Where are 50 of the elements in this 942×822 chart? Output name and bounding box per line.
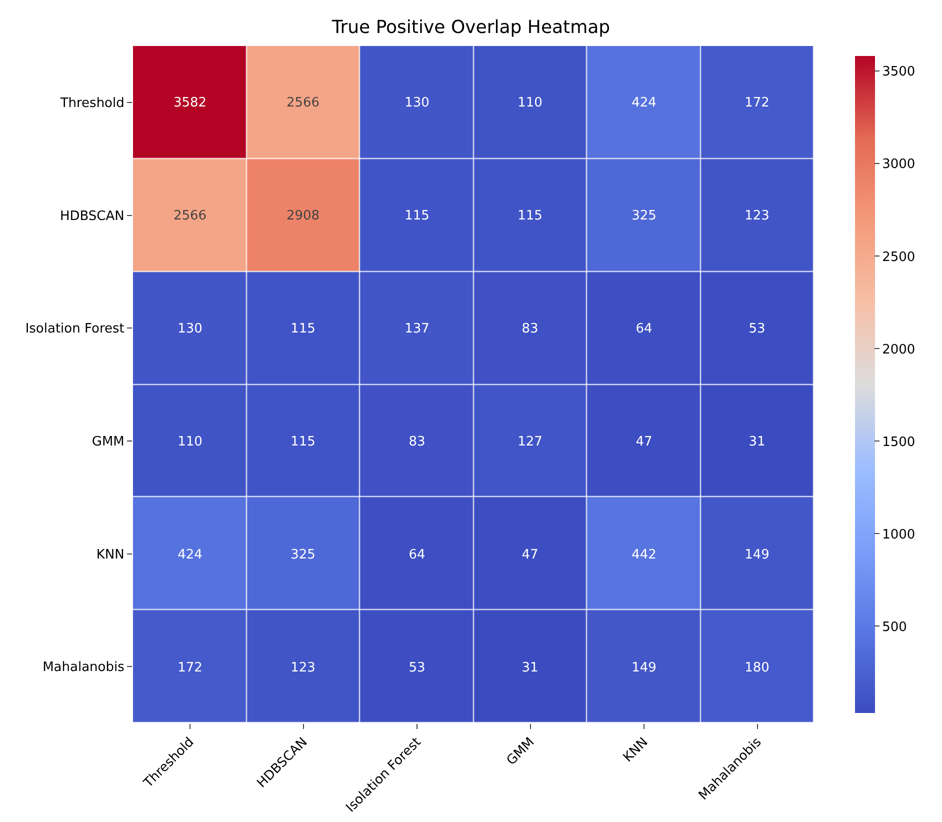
data-label: 83 — [522, 322, 538, 337]
chart-title: True Positive Overlap Heatmap — [330, 17, 610, 38]
data-label: 64 — [408, 548, 426, 563]
data-label: 149 — [632, 660, 656, 676]
data-label: 123 — [744, 208, 770, 224]
color-bar-label: 1500 — [882, 434, 916, 450]
data-label: 31 — [522, 660, 538, 676]
data-label: 53 — [748, 322, 766, 337]
data-label: 172 — [178, 660, 202, 676]
data-label: 2908 — [286, 208, 320, 224]
color-bar-label: 3000 — [882, 157, 916, 172]
data-label: 123 — [290, 660, 316, 676]
data-label: 180 — [744, 660, 770, 676]
color-bar-label: 500 — [882, 620, 907, 635]
color-bar-label: 2500 — [882, 250, 916, 265]
color-bar-label: 2000 — [882, 342, 916, 358]
data-label: 424 — [178, 548, 202, 563]
data-label: 64 — [636, 322, 652, 337]
color-bar-label: 3500 — [882, 64, 916, 80]
data-label: 325 — [290, 548, 316, 563]
data-label: 130 — [178, 322, 202, 337]
data-label: 424 — [632, 96, 656, 111]
data-label: 127 — [518, 434, 542, 450]
data-label: 130 — [404, 96, 430, 111]
y-tick-label: HDBSCAN — [60, 208, 124, 224]
y-tick-label: Threshold — [59, 96, 124, 111]
data-label: 137 — [404, 322, 430, 337]
data-label: 149 — [744, 548, 770, 563]
data-label: 172 — [744, 96, 770, 111]
data-label: 2566 — [173, 208, 207, 224]
y-tick-label: Isolation Forest — [25, 322, 124, 337]
data-label: 115 — [290, 434, 316, 450]
y-tick-label: KNN — [96, 547, 124, 562]
color-bar-label: 1000 — [882, 527, 916, 542]
data-label: 115 — [290, 322, 316, 337]
data-label: 110 — [518, 96, 542, 111]
data-label: 3582 — [173, 96, 207, 111]
data-label: 325 — [632, 208, 656, 224]
data-label: 31 — [748, 434, 766, 450]
y-tick-label: GMM — [92, 434, 124, 450]
data-label: 110 — [178, 434, 202, 450]
data-label: 47 — [636, 434, 652, 450]
data-label: 47 — [522, 548, 538, 563]
data-label: 115 — [404, 208, 430, 224]
data-label: 83 — [408, 434, 426, 450]
data-label: 442 — [632, 548, 656, 563]
data-label: 2566 — [286, 96, 320, 111]
data-label: 115 — [518, 208, 542, 224]
data-label: 53 — [408, 660, 426, 676]
y-tick-label: Mahalanobis — [42, 660, 125, 676]
